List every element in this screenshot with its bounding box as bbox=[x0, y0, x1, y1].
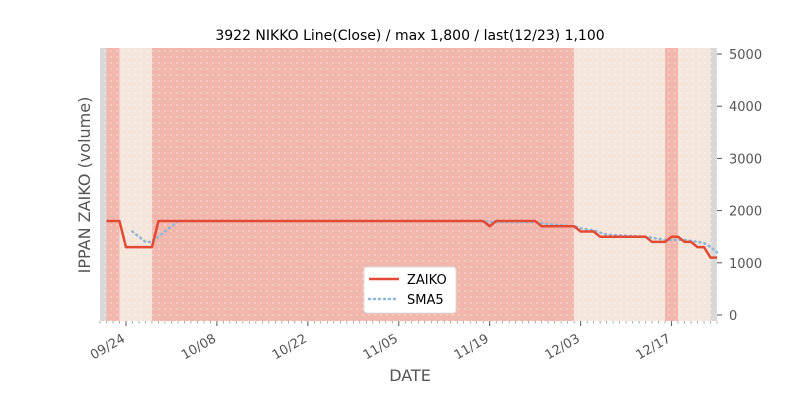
y-axis-label: IPPAN ZAIKO (volume) bbox=[75, 97, 94, 274]
x-tick-label-5: 12/03 bbox=[543, 331, 583, 363]
y-tick-label-2: 2000 bbox=[729, 205, 762, 220]
x-tick-label-6: 12/17 bbox=[634, 331, 674, 363]
y-tick-label-0: 0 bbox=[729, 309, 737, 324]
y-tick-label-1: 1000 bbox=[729, 257, 762, 272]
x-axis: 09/24 10/08 10/22 11/05 11/19 12/03 12/17 bbox=[88, 321, 718, 363]
x-tick-label-3: 11/05 bbox=[361, 331, 401, 363]
y-tick-label-3: 3000 bbox=[729, 152, 762, 167]
legend-label-sma5: SMA5 bbox=[407, 293, 444, 308]
y-tick-label-5: 5000 bbox=[729, 48, 762, 63]
x-tick-label-4: 11/19 bbox=[452, 331, 492, 363]
y-tick-label-4: 4000 bbox=[729, 100, 762, 115]
legend: ZAIKO SMA5 bbox=[363, 266, 457, 314]
chart-title: 3922 NIKKO Line(Close) / max 1,800 / las… bbox=[215, 28, 604, 44]
y-axis: 0 1000 2000 3000 4000 5000 bbox=[717, 48, 762, 324]
series-line-zaiko bbox=[106, 219, 717, 259]
legend-label-zaiko: ZAIKO bbox=[407, 273, 447, 288]
series-lines bbox=[106, 219, 719, 259]
x-tick-label-0: 09/24 bbox=[88, 331, 128, 363]
x-tick-label-2: 10/22 bbox=[270, 331, 310, 363]
x-axis-label: DATE bbox=[389, 366, 431, 385]
x-tick-label-1: 10/08 bbox=[179, 331, 219, 363]
